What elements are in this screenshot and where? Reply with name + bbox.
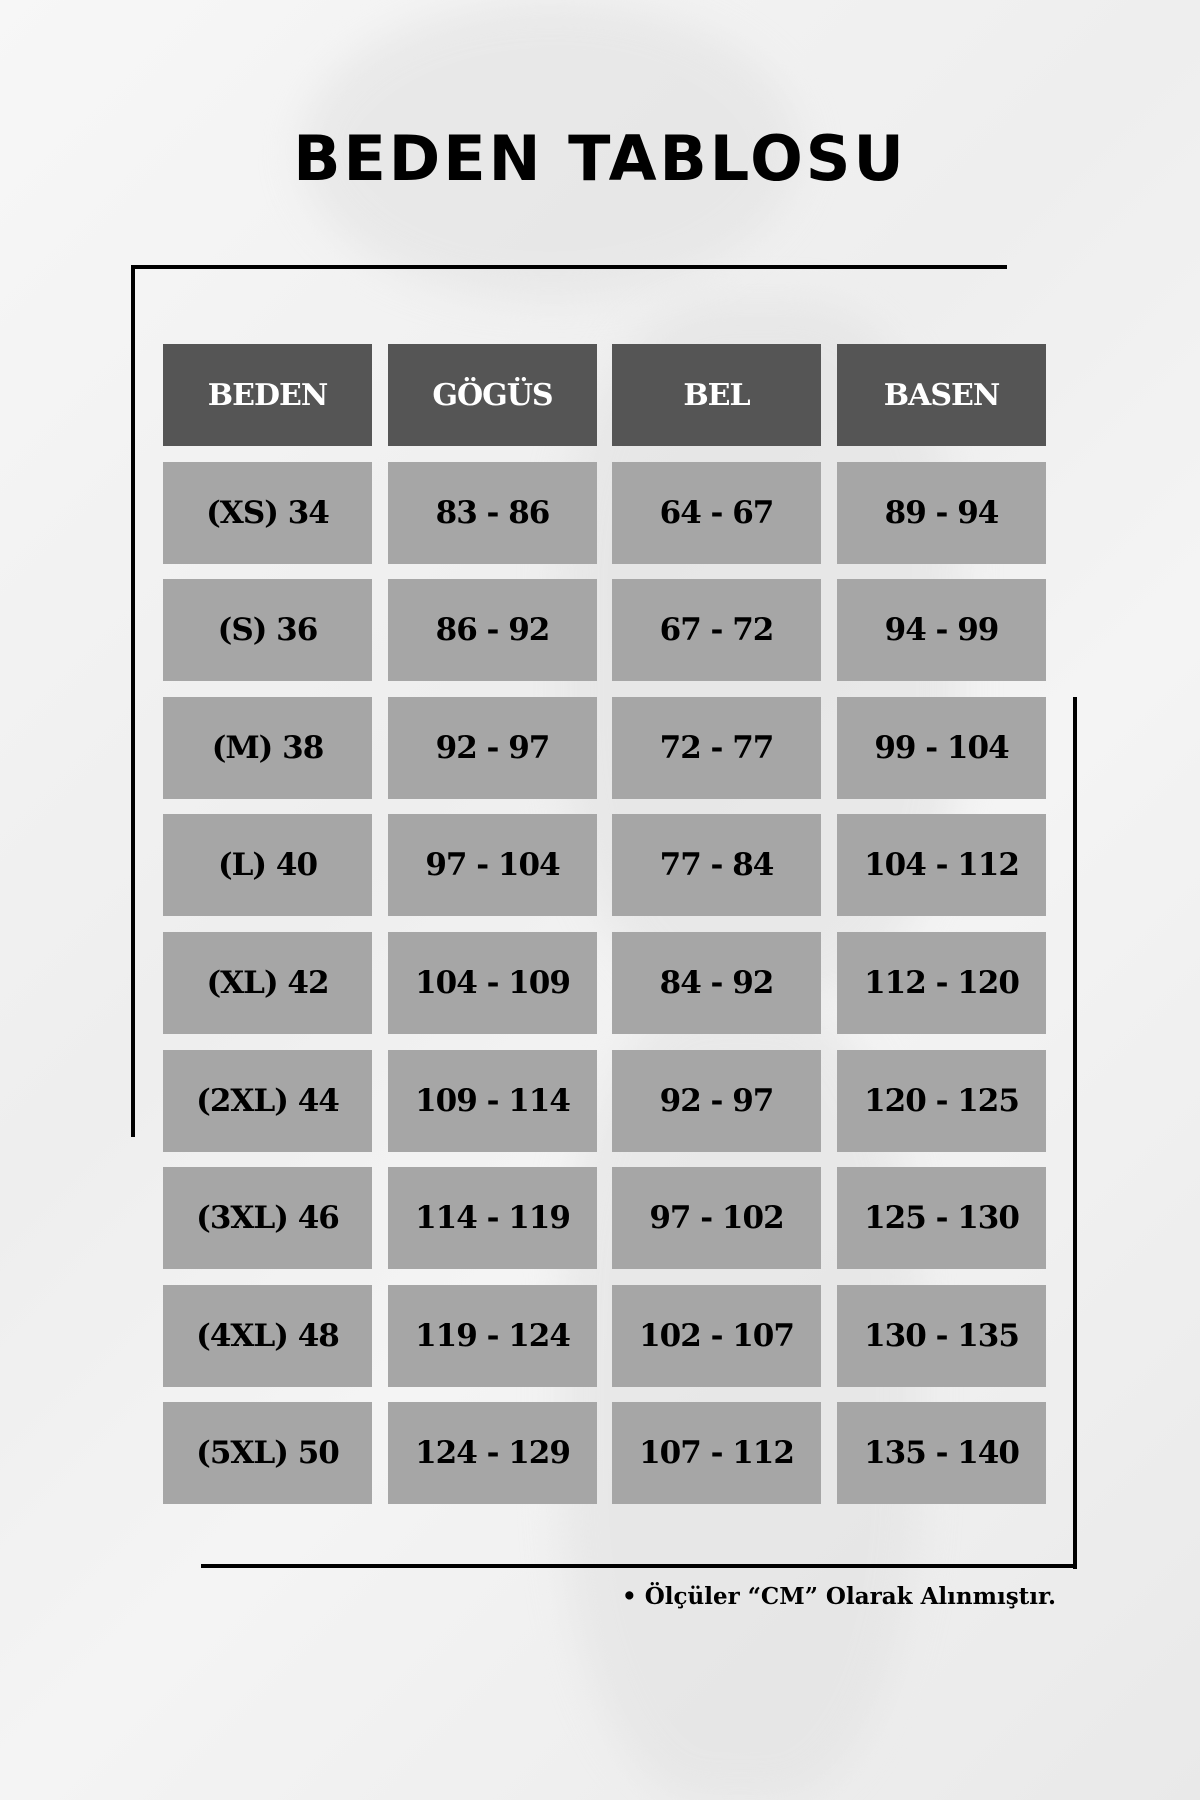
table-cell: 102 - 107: [612, 1285, 821, 1387]
table-cell: 84 - 92: [612, 932, 821, 1034]
table-cell: 125 - 130: [837, 1167, 1046, 1269]
table-cell: 107 - 112: [612, 1402, 821, 1504]
page-title: BEDEN TABLOSU: [293, 122, 907, 195]
table-cell: 119 - 124: [388, 1285, 597, 1387]
table-cell: 94 - 99: [837, 579, 1046, 681]
table-cell: 97 - 102: [612, 1167, 821, 1269]
table-cell: 89 - 94: [837, 462, 1046, 564]
table-cell: 130 - 135: [837, 1285, 1046, 1387]
table-cell: 99 - 104: [837, 697, 1046, 799]
table-cell: 72 - 77: [612, 697, 821, 799]
table-cell: 97 - 104: [388, 814, 597, 916]
table-cell: 92 - 97: [612, 1050, 821, 1152]
table-cell: (2XL) 44: [163, 1050, 372, 1152]
table-cell: 77 - 84: [612, 814, 821, 916]
table-cell: 67 - 72: [612, 579, 821, 681]
table-cell: (M) 38: [163, 697, 372, 799]
table-cell: 104 - 112: [837, 814, 1046, 916]
table-cell: 124 - 129: [388, 1402, 597, 1504]
table-cell: 83 - 86: [388, 462, 597, 564]
measurement-note: • Ölçüler “CM” Olarak Alınmıştır.: [622, 1583, 1057, 1610]
table-cell: 86 - 92: [388, 579, 597, 681]
table-cell: (4XL) 48: [163, 1285, 372, 1387]
frame-top-line: [134, 265, 1007, 269]
frame-right-line: [1073, 697, 1077, 1569]
table-cell: (L) 40: [163, 814, 372, 916]
frame-bottom-line: [201, 1564, 1077, 1568]
column-header: BASEN: [837, 344, 1046, 446]
column-header: BEL: [612, 344, 821, 446]
table-cell: (3XL) 46: [163, 1167, 372, 1269]
table-cell: 112 - 120: [837, 932, 1046, 1034]
table-cell: 104 - 109: [388, 932, 597, 1034]
table-cell: 114 - 119: [388, 1167, 597, 1269]
column-header: GÖGÜS: [388, 344, 597, 446]
column-header: BEDEN: [163, 344, 372, 446]
table-cell: (XL) 42: [163, 932, 372, 1034]
table-cell: 109 - 114: [388, 1050, 597, 1152]
table-cell: 92 - 97: [388, 697, 597, 799]
table-cell: 135 - 140: [837, 1402, 1046, 1504]
table-cell: (S) 36: [163, 579, 372, 681]
table-cell: (XS) 34: [163, 462, 372, 564]
table-cell: 120 - 125: [837, 1050, 1046, 1152]
frame-left-line: [131, 265, 135, 1137]
table-cell: (5XL) 50: [163, 1402, 372, 1504]
background-shape: [300, 0, 800, 300]
table-cell: 64 - 67: [612, 462, 821, 564]
